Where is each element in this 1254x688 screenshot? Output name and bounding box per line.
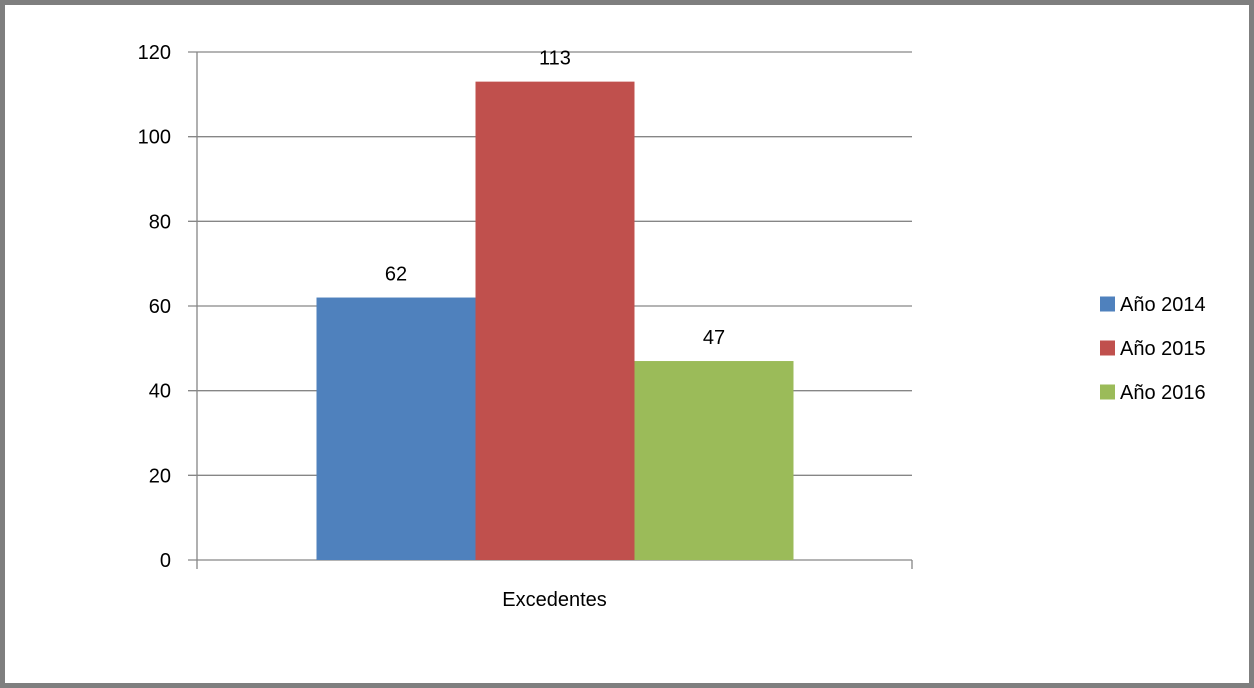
legend-swatch <box>1100 384 1115 400</box>
legend-label: Año 2016 <box>1120 382 1206 404</box>
legend-label: Año 2015 <box>1120 338 1206 360</box>
legend: Año 2014 Año 2015 Año 2016 <box>1100 294 1206 404</box>
y-tick-label: 40 <box>149 381 171 403</box>
axes: 0 20 40 60 80 100 120 Excedentes <box>138 42 913 611</box>
data-label: 62 <box>385 264 407 286</box>
bar <box>475 81 635 560</box>
y-tick-label: 120 <box>138 42 171 64</box>
y-tick-label: 60 <box>149 296 171 318</box>
legend-label: Año 2014 <box>1120 294 1206 316</box>
legend-swatch <box>1100 296 1115 312</box>
data-label: 47 <box>703 327 725 349</box>
data-label: 113 <box>539 48 571 70</box>
x-category-label: Excedentes <box>502 589 607 611</box>
legend-swatch <box>1100 340 1115 356</box>
y-tick-label: 80 <box>149 211 171 233</box>
y-tick-label: 20 <box>149 465 171 487</box>
y-tick-label: 100 <box>138 127 171 149</box>
bars <box>316 81 794 560</box>
bar <box>316 297 476 560</box>
y-tick-label: 0 <box>160 550 171 572</box>
data-labels: 62 113 47 <box>385 48 725 349</box>
bar <box>634 361 794 560</box>
